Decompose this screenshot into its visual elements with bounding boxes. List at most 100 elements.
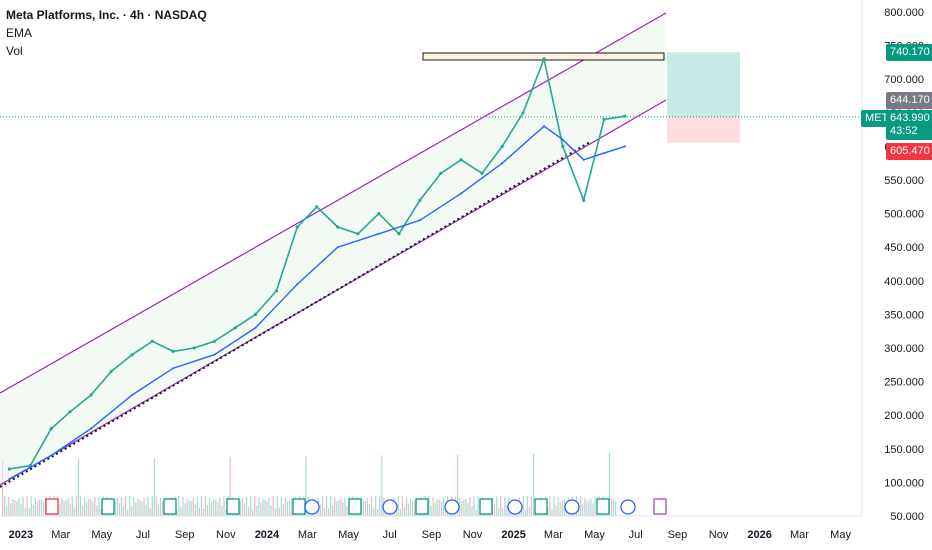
volume-bar bbox=[40, 499, 43, 516]
time-axis: 2023 Mar May Jul Sep Nov 2024 Mar May Jul Sep Nov 20… bbox=[9, 529, 852, 541]
ema-point bbox=[418, 219, 421, 222]
volume-bar bbox=[440, 501, 442, 516]
x-tick-label: Jul bbox=[629, 529, 643, 541]
volume-bar bbox=[321, 496, 323, 516]
volume-bar bbox=[561, 499, 563, 516]
volume-bar bbox=[61, 498, 63, 516]
y-tick-label: 200.000 bbox=[884, 410, 924, 422]
y-tick-label: 800.000 bbox=[884, 7, 924, 19]
volume-bar bbox=[176, 509, 178, 516]
ema-indicator-label[interactable]: EMA bbox=[6, 26, 33, 40]
volume-bar bbox=[399, 509, 401, 516]
x-tick-label: May bbox=[584, 529, 605, 541]
volume-bar bbox=[346, 506, 348, 516]
volume-bar bbox=[282, 504, 285, 516]
volume-bar bbox=[407, 503, 410, 516]
ema-point bbox=[90, 427, 92, 430]
price-point bbox=[500, 144, 504, 148]
volume-indicator-label[interactable]: Vol bbox=[6, 44, 23, 58]
dividend-marker bbox=[564, 499, 580, 515]
ema-point bbox=[582, 158, 585, 161]
volume-bar bbox=[463, 500, 465, 516]
volume-bar bbox=[500, 496, 502, 516]
ema-point bbox=[172, 367, 175, 370]
volume-bar bbox=[100, 508, 102, 516]
volume-bar bbox=[291, 498, 293, 516]
symbol-title[interactable]: Meta Platforms, Inc. · 4h · NASDAQ bbox=[6, 8, 207, 22]
x-tick-label: 2025 bbox=[501, 529, 525, 541]
dividend-marker bbox=[304, 499, 320, 515]
volume-bar bbox=[129, 496, 131, 516]
x-tick-label: Jul bbox=[136, 529, 150, 541]
volume-bar bbox=[502, 508, 504, 516]
ema-point bbox=[460, 192, 463, 195]
price-point bbox=[336, 225, 340, 229]
volume-bar bbox=[149, 508, 151, 516]
volume-bar bbox=[477, 496, 479, 516]
x-tick-label: May bbox=[338, 529, 359, 541]
volume-bar bbox=[223, 496, 225, 516]
price-series bbox=[7, 56, 627, 480]
volume-bar bbox=[26, 496, 28, 516]
price-point bbox=[602, 117, 606, 122]
volume-bar bbox=[34, 497, 36, 516]
volume-bar bbox=[403, 507, 405, 516]
volume-bar bbox=[213, 499, 215, 516]
volume-bar bbox=[319, 504, 321, 516]
volume-bar bbox=[559, 502, 561, 516]
ema-point bbox=[336, 246, 339, 249]
volume-bar bbox=[381, 455, 383, 516]
y-tick-label: 450.000 bbox=[884, 242, 924, 254]
price-point bbox=[49, 427, 53, 431]
earnings-marker bbox=[415, 498, 429, 515]
volume-bar bbox=[409, 498, 412, 516]
volume-bar bbox=[192, 498, 194, 516]
volume-bar bbox=[127, 509, 129, 516]
volume-bar bbox=[151, 496, 153, 516]
price-point bbox=[253, 312, 258, 316]
volume-bar bbox=[368, 504, 371, 516]
volume-bar bbox=[65, 500, 67, 516]
volume-bar bbox=[36, 501, 39, 516]
volume-bar bbox=[504, 496, 506, 516]
volume-bar bbox=[250, 496, 252, 516]
volume-bar bbox=[116, 498, 118, 516]
y-tick-label: 550.000 bbox=[884, 175, 924, 187]
volume-bar bbox=[612, 499, 615, 516]
volume-bar bbox=[270, 505, 272, 516]
volume-bar bbox=[366, 498, 369, 516]
volume-bar bbox=[6, 506, 8, 516]
y-tick-label: 50.000 bbox=[890, 511, 924, 523]
volume-bar bbox=[43, 502, 45, 516]
price-channel bbox=[0, 12, 667, 488]
price-point bbox=[480, 171, 484, 175]
volume-bar bbox=[457, 454, 459, 516]
volume-bar bbox=[438, 499, 440, 516]
volume-bar bbox=[323, 508, 326, 516]
volume-bar bbox=[553, 496, 555, 516]
volume-bar bbox=[196, 496, 198, 516]
earnings-marker bbox=[534, 498, 548, 515]
x-tick-label: Nov bbox=[463, 529, 483, 541]
volume-bar bbox=[364, 501, 367, 516]
volume-bar bbox=[588, 500, 590, 516]
volume-bar bbox=[190, 501, 192, 516]
price-point bbox=[521, 111, 525, 115]
volume-bar bbox=[412, 500, 414, 516]
volume-bar bbox=[526, 496, 528, 516]
volume-bar bbox=[16, 501, 18, 516]
volume-bar bbox=[532, 453, 535, 516]
dividend-marker bbox=[444, 499, 460, 515]
volume-bar bbox=[262, 499, 264, 516]
volume-bar bbox=[153, 458, 155, 516]
price-point bbox=[7, 467, 11, 471]
volume-bar bbox=[188, 500, 190, 516]
volume-bar bbox=[494, 504, 496, 516]
volume-bar bbox=[496, 496, 498, 516]
x-tick-label: 2023 bbox=[9, 529, 33, 541]
price-point bbox=[109, 369, 113, 374]
volume-bar bbox=[268, 497, 270, 516]
volume-bar bbox=[77, 459, 80, 516]
ema-point bbox=[296, 283, 299, 286]
